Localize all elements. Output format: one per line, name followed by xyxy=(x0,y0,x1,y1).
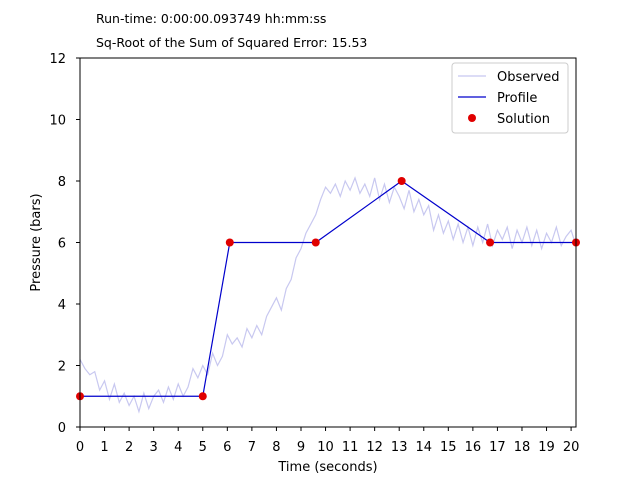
x-tick-label: 14 xyxy=(415,440,432,455)
x-tick-label: 13 xyxy=(391,440,408,455)
x-axis-label: Time (seconds) xyxy=(277,460,377,475)
legend-solution-label: Solution xyxy=(497,112,550,127)
x-tick-label: 17 xyxy=(489,440,506,455)
x-tick-label: 3 xyxy=(150,440,158,455)
y-tick-label: 10 xyxy=(49,114,66,129)
x-tick-label: 5 xyxy=(199,440,207,455)
x-tick-label: 9 xyxy=(297,440,305,455)
x-tick-label: 0 xyxy=(76,440,84,455)
legend-observed-label: Observed xyxy=(497,70,560,85)
runtime-value: 0:00:00.093749 hh:mm:ss xyxy=(160,11,327,26)
legend-profile-label: Profile xyxy=(497,91,537,106)
x-tick-label: 20 xyxy=(563,440,580,455)
x-tick-label: 1 xyxy=(100,440,108,455)
y-tick-label: 0 xyxy=(58,421,66,436)
observed-series-line xyxy=(79,176,577,414)
sse-label: Sq-Root of the Sum of Squared Error: xyxy=(96,35,328,50)
sse-value: 15.53 xyxy=(331,35,368,50)
plot-series-group xyxy=(76,176,580,414)
x-tick-label: 15 xyxy=(440,440,457,455)
legend-box xyxy=(451,62,569,134)
x-tick-label: 11 xyxy=(342,440,359,455)
x-tick-label: 16 xyxy=(465,440,482,455)
solution-point xyxy=(486,238,495,247)
sse-text: Sq-Root of the Sum of Squared Error: 15.… xyxy=(96,35,367,50)
profile-series-line xyxy=(80,180,576,397)
runtime-text: Run-time: 0:00:00.093749 hh:mm:ss xyxy=(96,11,326,26)
y-tick-label: 12 xyxy=(49,52,66,67)
x-tick-label: 8 xyxy=(272,440,280,455)
solution-point xyxy=(198,392,207,401)
solution-point xyxy=(225,238,234,247)
x-tick-label: 10 xyxy=(317,440,334,455)
y-axis-label: Pressure (bars) xyxy=(29,193,44,291)
y-axis: 0 2 4 6 8 10 12 xyxy=(49,52,80,436)
x-tick-label: 19 xyxy=(538,440,555,455)
x-tick-label: 6 xyxy=(223,440,231,455)
x-tick-label: 2 xyxy=(125,440,133,455)
solution-point xyxy=(397,177,406,185)
y-tick-label: 2 xyxy=(58,360,66,375)
legend: Observed Profile Solution xyxy=(451,62,569,134)
legend-solution-swatch xyxy=(468,114,476,122)
x-tick-label: 12 xyxy=(366,440,383,455)
x-tick-label: 4 xyxy=(174,440,182,455)
y-tick-label: 8 xyxy=(58,175,66,190)
x-tick-label: 18 xyxy=(514,440,531,455)
x-axis: 0 1 2 3 4 5 6 7 8 9 10 11 12 13 14 15 16 17 18 19 20 xyxy=(76,427,580,455)
y-tick-label: 6 xyxy=(58,237,66,252)
x-tick-label: 7 xyxy=(248,440,256,455)
solution-point xyxy=(311,238,320,247)
y-tick-label: 4 xyxy=(58,298,66,313)
runtime-label: Run-time: xyxy=(96,11,157,26)
